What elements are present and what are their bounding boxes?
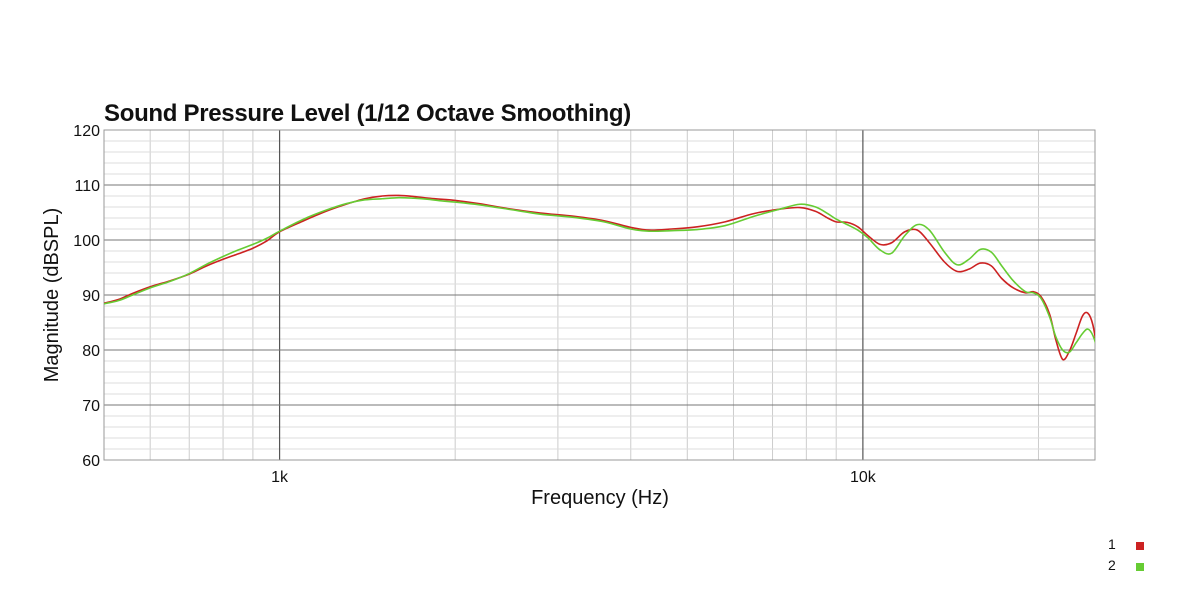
- x-axis-label: Frequency (Hz): [531, 487, 669, 509]
- series-lines: [104, 194, 1095, 361]
- legend-entry-2-label: 2: [1108, 557, 1116, 573]
- legend-entry-1-label: 1: [1108, 536, 1116, 552]
- x-axis-ticks: 1k 10k: [271, 469, 877, 486]
- y-axis-ticks: 60 70 80 90 100 110 120: [73, 123, 100, 470]
- y-tick-label: 70: [82, 398, 100, 415]
- x-tick-label: 10k: [850, 469, 877, 486]
- legend-swatch-2: [1136, 563, 1144, 571]
- plot-frame: [103, 129, 1096, 461]
- series-line-2: [104, 196, 1095, 354]
- chart-title: Sound Pressure Level (1/12 Octave Smooth…: [104, 100, 631, 127]
- y-tick-label: 80: [82, 343, 100, 360]
- y-tick-label: 90: [82, 288, 100, 305]
- series-line-1: [104, 194, 1095, 361]
- major-grid: [104, 129, 1095, 461]
- y-tick-label: 60: [82, 453, 100, 470]
- y-axis-label: Magnitude (dBSPL): [41, 208, 63, 383]
- y-tick-label: 120: [73, 123, 100, 140]
- y-tick-label: 100: [73, 233, 100, 250]
- y-tick-label: 110: [74, 178, 100, 195]
- legend-swatch-1: [1136, 542, 1144, 550]
- x-tick-label: 1k: [271, 469, 289, 486]
